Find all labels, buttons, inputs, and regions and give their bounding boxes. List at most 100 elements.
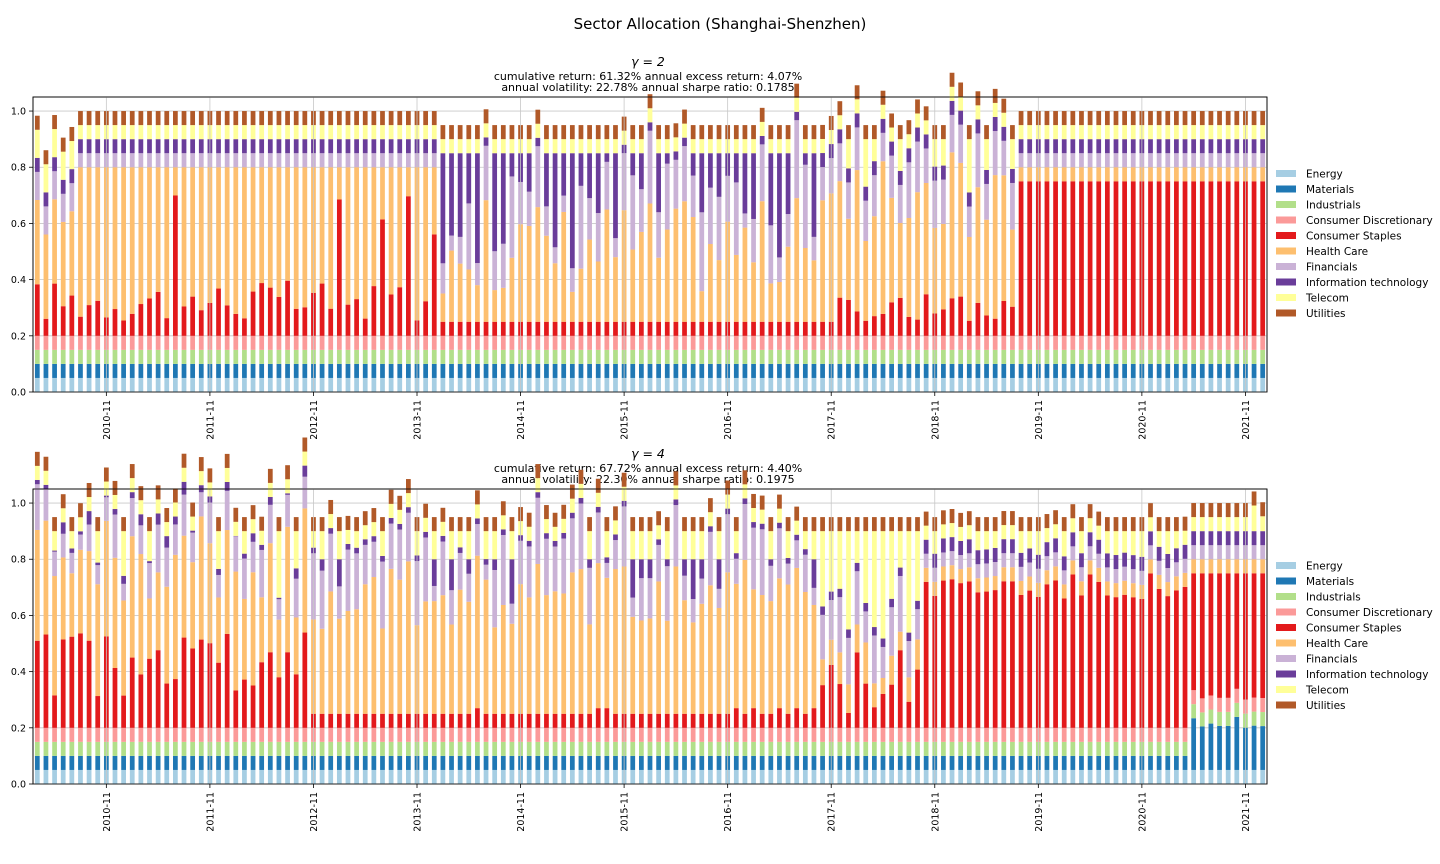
bar-segment (267, 287, 273, 336)
bar-segment (52, 129, 57, 158)
bar-segment (500, 515, 506, 530)
bar-segment (1010, 349, 1015, 364)
bar-segment (43, 192, 49, 207)
bar-segment (656, 539, 662, 545)
bar-segment (302, 125, 308, 140)
bar-segment (354, 769, 359, 784)
bar-segment (492, 559, 498, 570)
bar-segment (1217, 125, 1222, 140)
bar-segment (785, 335, 791, 350)
bar-segment (1199, 573, 1205, 699)
bar-segment (406, 507, 411, 513)
bar-segment (112, 363, 118, 378)
bar-segment (345, 544, 351, 550)
bar-segment (1182, 755, 1188, 770)
bar-segment (664, 559, 670, 567)
legend-swatch (1276, 608, 1296, 616)
bar-segment (1096, 553, 1102, 568)
bar-segment (431, 139, 437, 154)
bar-segment (578, 503, 584, 570)
bar-segment (699, 531, 705, 560)
bar-segment (267, 482, 273, 497)
bar-segment (440, 521, 446, 536)
bar-segment (69, 741, 75, 756)
bar-segment (1148, 335, 1153, 350)
bar-segment (992, 547, 998, 562)
legend-label: Telecom (1305, 685, 1349, 697)
bar-segment (854, 652, 860, 728)
bar-segment (992, 175, 998, 319)
bar-segment (259, 377, 265, 392)
bar-segment (880, 118, 886, 133)
bar-segment (811, 755, 817, 770)
bar-segment (1165, 363, 1171, 378)
bar-segment (992, 335, 998, 350)
bar-segment (604, 577, 610, 709)
bar-segment (863, 517, 869, 532)
bar-segment (1225, 111, 1231, 126)
bar-segment (526, 713, 532, 728)
bar-segment (871, 377, 877, 392)
bar-segment (992, 561, 998, 577)
bar-segment (60, 741, 66, 756)
bar-segment (147, 561, 152, 564)
bar-segment (224, 349, 230, 364)
bar-segment (112, 309, 118, 336)
bar-segment (406, 479, 411, 494)
bar-segment (984, 377, 989, 392)
bar-segment (1001, 727, 1007, 742)
bar-segment (78, 335, 83, 350)
bar-segment (181, 153, 187, 168)
bar-segment (216, 363, 221, 378)
bar-segment (293, 308, 299, 336)
bar-segment (259, 755, 265, 770)
bar-segment (587, 517, 592, 532)
bar-segment (613, 377, 618, 392)
bar-segment (992, 349, 998, 364)
bar-segment (328, 125, 334, 140)
bar-segment (362, 377, 368, 392)
bar-segment (250, 533, 256, 542)
bar-segment (673, 741, 679, 756)
bar-segment (397, 529, 403, 580)
bar-segment (34, 363, 40, 378)
bar-segment (440, 535, 446, 542)
bar-segment (604, 708, 610, 728)
bar-segment (380, 769, 385, 784)
bar-segment (431, 153, 437, 168)
bar-segment (362, 769, 368, 784)
bar-segment (897, 335, 903, 350)
bar-segment (863, 241, 869, 321)
bar-segment (233, 363, 239, 378)
bar-segment (285, 125, 290, 140)
x-tick-label: 2011-11 (205, 400, 216, 440)
bar-segment (397, 713, 403, 728)
bar-segment (915, 127, 920, 142)
bar-segment (923, 511, 929, 526)
bar-segment (742, 470, 748, 485)
bar-segment (1053, 377, 1058, 392)
bar-segment (794, 567, 800, 709)
bar-segment (475, 321, 480, 336)
bar-segment (1096, 153, 1102, 168)
bar-segment (190, 153, 196, 168)
bar-segment (69, 349, 75, 364)
bar-segment (647, 122, 653, 131)
bar-segment (535, 769, 541, 784)
bar-segment (276, 296, 282, 336)
bar-segment (466, 531, 472, 560)
bar-segment (544, 533, 549, 539)
bar-segment (811, 587, 817, 605)
bar-segment (699, 727, 705, 742)
bar-segment (362, 335, 368, 350)
bar-segment (1113, 597, 1119, 728)
bar-segment (449, 349, 454, 364)
bar-segment (86, 377, 92, 392)
bar-segment (1027, 335, 1033, 350)
bar-segment (354, 125, 359, 140)
bar-segment (984, 727, 989, 742)
bar-segment (1027, 139, 1033, 154)
bar-segment (1061, 598, 1067, 728)
bar-segment (768, 769, 774, 784)
bar-segment (854, 170, 860, 312)
